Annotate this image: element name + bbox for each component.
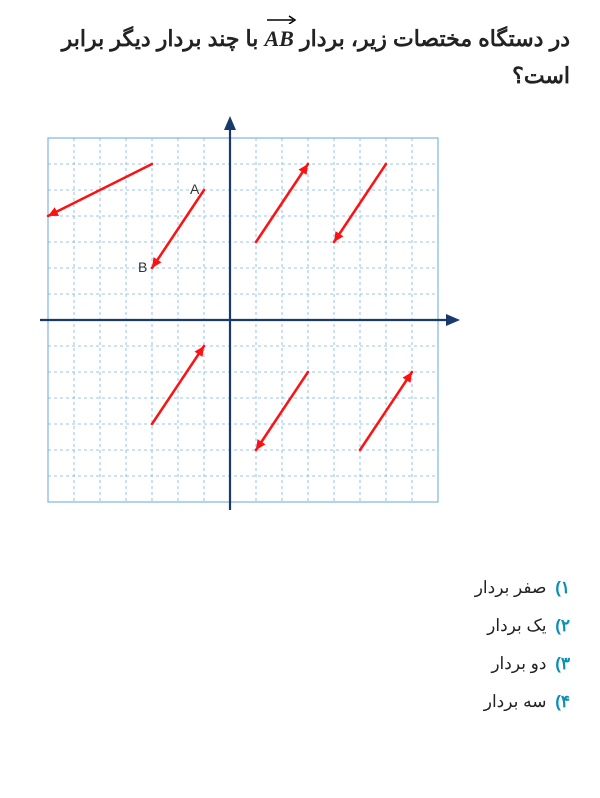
option-2[interactable]: ۲) یک بردار <box>475 616 570 636</box>
option-4[interactable]: ۴) سه بردار <box>475 692 570 712</box>
question-text: در دستگاه مختصات زیر، بردار AB با چند بر… <box>0 0 600 95</box>
answer-options: ۱) صفر بردار ۲) یک بردار ۳) دو بردار ۴) … <box>475 560 570 730</box>
vector-AB: AB <box>265 14 294 57</box>
option-text: دو بردار <box>491 654 546 673</box>
coordinate-chart: AB <box>20 110 488 540</box>
option-text: یک بردار <box>487 616 546 635</box>
option-text: صفر بردار <box>475 578 547 597</box>
chart-svg: AB <box>20 110 466 530</box>
option-1[interactable]: ۱) صفر بردار <box>475 578 570 598</box>
option-num: ۴) <box>555 692 570 711</box>
q-part1: در دستگاه مختصات زیر، بردار <box>300 26 570 51</box>
option-num: ۲) <box>555 616 570 635</box>
option-text: سه بردار <box>484 692 547 711</box>
option-3[interactable]: ۳) دو بردار <box>475 654 570 674</box>
page: در دستگاه مختصات زیر، بردار AB با چند بر… <box>0 0 600 798</box>
option-num: ۳) <box>555 654 570 673</box>
svg-text:B: B <box>138 259 147 275</box>
svg-text:A: A <box>190 181 200 197</box>
vector-label: AB <box>265 26 294 51</box>
option-num: ۱) <box>555 578 570 597</box>
